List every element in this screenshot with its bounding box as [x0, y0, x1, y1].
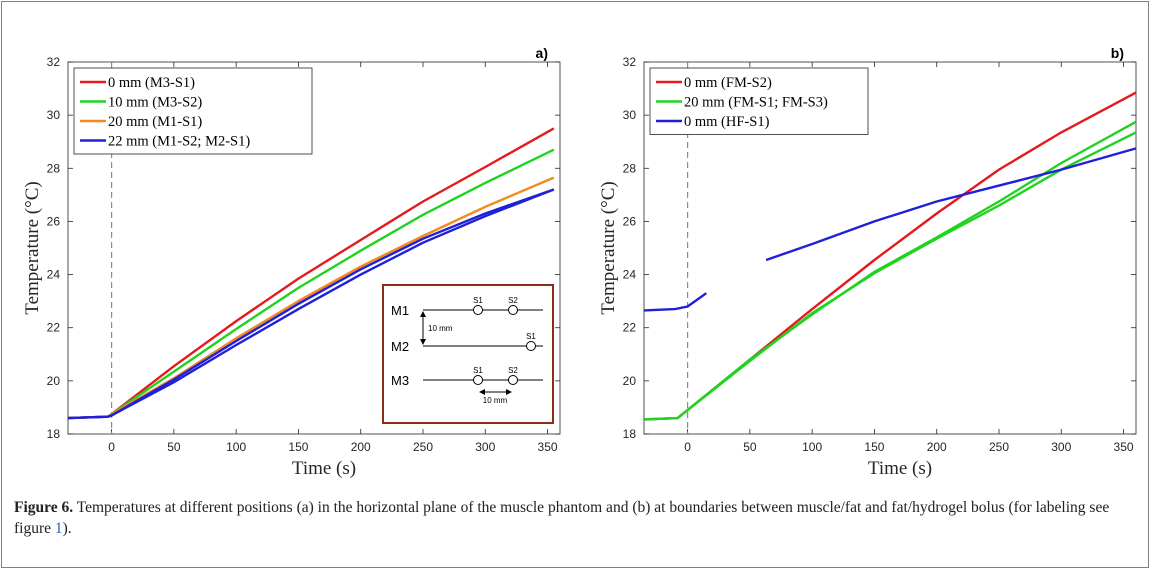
- caption-text-1: Temperatures at different positions (a) …: [14, 499, 1110, 537]
- y-axis-label: Temperature (°C): [598, 181, 619, 314]
- y-axis-label: Temperature (°C): [22, 181, 43, 314]
- series-line: [67, 188, 555, 420]
- inset-arrowhead: [420, 339, 426, 345]
- y-tick-label: 30: [623, 108, 637, 122]
- figure-caption: Figure 6. Temperatures at different posi…: [14, 497, 1139, 539]
- y-tick-label: 32: [623, 55, 637, 69]
- y-tick-label: 20: [623, 374, 637, 388]
- legend-box: [73, 67, 313, 155]
- inset-row-label: M3: [391, 373, 409, 388]
- inset-sensor-label: S2: [508, 366, 518, 375]
- legend-box: [649, 67, 869, 135]
- inset-sensor-label: S1: [526, 332, 536, 341]
- panel-label: a): [536, 45, 548, 61]
- x-tick-label: 250: [989, 440, 1009, 454]
- series-line: [643, 131, 1137, 421]
- caption-label: Figure 6.: [14, 499, 74, 516]
- legend-entry: 20 mm (FM-S1; FM-S3): [684, 95, 828, 111]
- y-tick-label: 26: [47, 214, 61, 228]
- inset-row-label: M2: [391, 339, 409, 354]
- y-tick-label: 24: [623, 268, 637, 282]
- chart-panel-b: 0 50 100 150 200 250 300 350 18 20 22 24 26 28 30 32 Tim…: [598, 45, 1137, 479]
- x-tick-label: 300: [475, 440, 495, 454]
- inset-arrowhead: [506, 389, 512, 395]
- y-tick-label: 28: [47, 161, 61, 175]
- x-tick-label: 0: [108, 440, 115, 454]
- y-tick-label: 20: [47, 374, 61, 388]
- legend-entry: 10 mm (M3-S2): [108, 95, 202, 111]
- x-axis-label: Time (s): [868, 458, 932, 479]
- inset-arrowhead: [420, 311, 426, 317]
- x-axis-label: Time (s): [292, 458, 356, 479]
- inset-distance-label: 10 mm: [428, 324, 453, 333]
- y-tick-label: 18: [623, 427, 637, 441]
- inset-sensor: [508, 375, 518, 385]
- inset-schematic: M1 M2 M3 S1 S2 S1 S1 S2 10 mm 10 mm: [382, 284, 554, 424]
- x-tick-label: 150: [864, 440, 884, 454]
- x-tick-label: 250: [413, 440, 433, 454]
- inset-sensor-label: S1: [473, 366, 483, 375]
- x-tick-label: 100: [802, 440, 822, 454]
- inset-sensor: [473, 375, 483, 385]
- panel-label: b): [1111, 45, 1124, 61]
- legend-entry: 20 mm (M1-S1): [108, 114, 202, 130]
- x-tick-label: 350: [1114, 440, 1134, 454]
- legend-entry: 22 mm (M1-S2; M2-S1): [108, 134, 250, 150]
- x-tick-label: 200: [927, 440, 947, 454]
- legend-entry: 0 mm (FM-S2): [684, 75, 772, 91]
- inset-box: [382, 284, 554, 424]
- inset-distance-label: 10 mm: [483, 396, 508, 405]
- caption-figure-link[interactable]: 1: [54, 520, 63, 537]
- series-line: [643, 292, 707, 312]
- y-tick-label: 24: [47, 268, 61, 282]
- inset-sensor-label: S1: [473, 296, 483, 305]
- legend-entry: 0 mm (HF-S1): [684, 114, 770, 130]
- inset-sensor: [526, 341, 536, 351]
- y-tick-label: 18: [47, 427, 61, 441]
- y-tick-label: 28: [623, 161, 637, 175]
- x-tick-label: 300: [1051, 440, 1071, 454]
- chart-panel-a: 0 50 100 150 200 250 300 350 18 20 22 24 26 28 30 32 Tim…: [22, 45, 561, 479]
- x-tick-label: 150: [288, 440, 308, 454]
- x-tick-label: 350: [538, 440, 558, 454]
- legend-entry: 0 mm (M3-S1): [108, 75, 195, 91]
- y-tick-label: 32: [47, 55, 61, 69]
- inset-sensor-label: S2: [508, 296, 518, 305]
- y-tick-label: 26: [623, 214, 637, 228]
- x-tick-label: 200: [351, 440, 371, 454]
- inset-row-label: M1: [391, 303, 409, 318]
- y-tick-label: 22: [623, 321, 637, 335]
- x-tick-label: 100: [226, 440, 246, 454]
- caption-text-2: ).: [62, 520, 72, 537]
- y-tick-label: 22: [47, 321, 61, 335]
- y-tick-label: 30: [47, 108, 61, 122]
- inset-sensor: [508, 305, 518, 315]
- x-tick-label: 50: [167, 440, 181, 454]
- x-tick-label: 0: [684, 440, 691, 454]
- x-tick-label: 50: [743, 440, 757, 454]
- series-line: [765, 147, 1137, 262]
- inset-sensor: [473, 305, 483, 315]
- inset-arrowhead: [479, 389, 485, 395]
